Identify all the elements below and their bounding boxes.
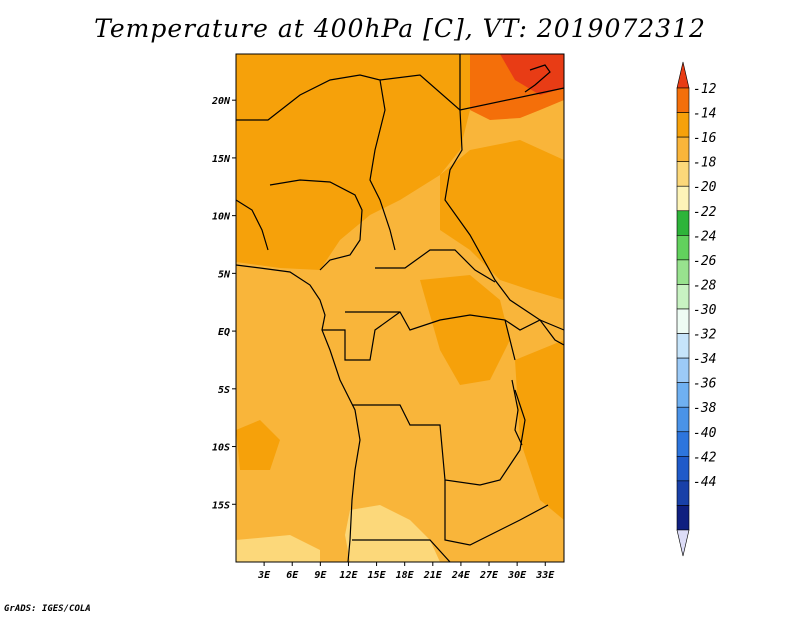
grads-credit: GrADS: IGES/COLA	[4, 604, 91, 614]
colorbar-bottom-arrow	[676, 529, 690, 557]
lat-tick-label: EQ	[218, 327, 230, 338]
colorbar-swatch	[676, 235, 690, 261]
map-frame	[235, 53, 565, 563]
lon-tick-label: 24E	[451, 570, 471, 581]
lat-tick-label: 5N	[218, 269, 231, 280]
warm-region-northeast	[440, 140, 564, 300]
lon-tick-label: 21E	[423, 570, 443, 581]
hottest-region-corner	[500, 54, 564, 95]
colorbar-swatch	[676, 136, 690, 162]
temperature-map: 20N 15N 10N 5N EQ 5S 10S 15S 3E 6E 9E 12E 15E 18E 21E…	[211, 53, 565, 581]
colorbar-swatch	[676, 210, 690, 236]
lat-tick-label: 15N	[212, 154, 231, 165]
longitude-axis: 3E 6E 9E 12E 15E 18E 21E 24E 27E 30E 33E	[257, 562, 555, 581]
colorbar-label: -34	[693, 352, 716, 367]
colorbar-swatch	[676, 505, 690, 531]
colorbar-swatch	[676, 480, 690, 506]
warm-region-west	[236, 420, 280, 470]
lon-tick-label: 9E	[314, 570, 327, 581]
lon-tick-label: 3E	[257, 570, 271, 581]
colorbar-swatch	[676, 406, 690, 433]
country-borders	[235, 54, 565, 563]
colorbar-swatch	[676, 308, 690, 334]
colorbar-swatch	[676, 357, 690, 383]
colorbar: -12 -14 -16 -18 -20 -22 -24 -26 -28 -30 -32 -34 -36 -…	[676, 61, 717, 557]
colorbar-swatch	[676, 161, 690, 187]
lon-tick-label: 12E	[339, 570, 358, 581]
colorbar-label: -44	[693, 475, 716, 490]
colorbar-label: -30	[693, 303, 717, 318]
colorbar-label: -20	[693, 180, 717, 195]
warm-region-central	[420, 275, 510, 385]
colorbar-label: -22	[693, 205, 717, 220]
map-title: Temperature at 400hPa [C], VT: 201907231…	[94, 14, 706, 43]
lat-tick-label: 15S	[212, 500, 230, 511]
lat-tick-label: 10S	[212, 443, 230, 454]
colorbar-label: -16	[693, 131, 717, 146]
colorbar-label: -24	[693, 229, 716, 244]
colorbar-label: -32	[693, 328, 717, 343]
lon-tick-label: 18E	[396, 570, 415, 581]
cool-region-south	[345, 505, 440, 562]
lon-tick-label: 33E	[535, 570, 555, 581]
warm-region-north	[236, 54, 470, 270]
lon-tick-label: 27E	[479, 570, 499, 581]
colorbar-label: -42	[693, 450, 717, 465]
colorbar-swatch	[676, 333, 690, 359]
colorbar-swatch	[676, 382, 690, 408]
colorbar-label: -38	[693, 401, 717, 416]
colorbar-swatch	[676, 431, 690, 457]
colorbar-swatch	[676, 259, 690, 285]
colorbar-label: -12	[693, 82, 717, 97]
colorbar-label: -40	[693, 426, 717, 441]
colorbar-label: -14	[693, 107, 716, 122]
colorbar-label: -36	[693, 377, 717, 392]
colorbar-swatch	[676, 185, 690, 212]
lat-tick-label: 10N	[212, 212, 231, 223]
lat-tick-label: 20N	[211, 96, 231, 107]
colorbar-swatch	[676, 456, 690, 482]
cool-region-southwest	[236, 535, 320, 562]
colorbar-top-arrow	[676, 61, 690, 89]
latitude-axis: 20N 15N 10N 5N EQ 5S 10S 15S	[211, 96, 236, 511]
lon-tick-label: 15E	[368, 570, 387, 581]
colorbar-label: -28	[693, 278, 717, 293]
colorbar-label: -18	[693, 156, 717, 171]
lon-tick-label: 30E	[507, 570, 527, 581]
colorbar-label: -26	[693, 254, 717, 269]
colorbar-swatch	[676, 284, 690, 310]
lon-tick-label: 6E	[286, 570, 299, 581]
colorbar-swatch	[676, 87, 690, 113]
lat-tick-label: 5S	[218, 385, 230, 396]
warm-region-east	[515, 340, 564, 520]
colorbar-swatch	[676, 112, 690, 138]
